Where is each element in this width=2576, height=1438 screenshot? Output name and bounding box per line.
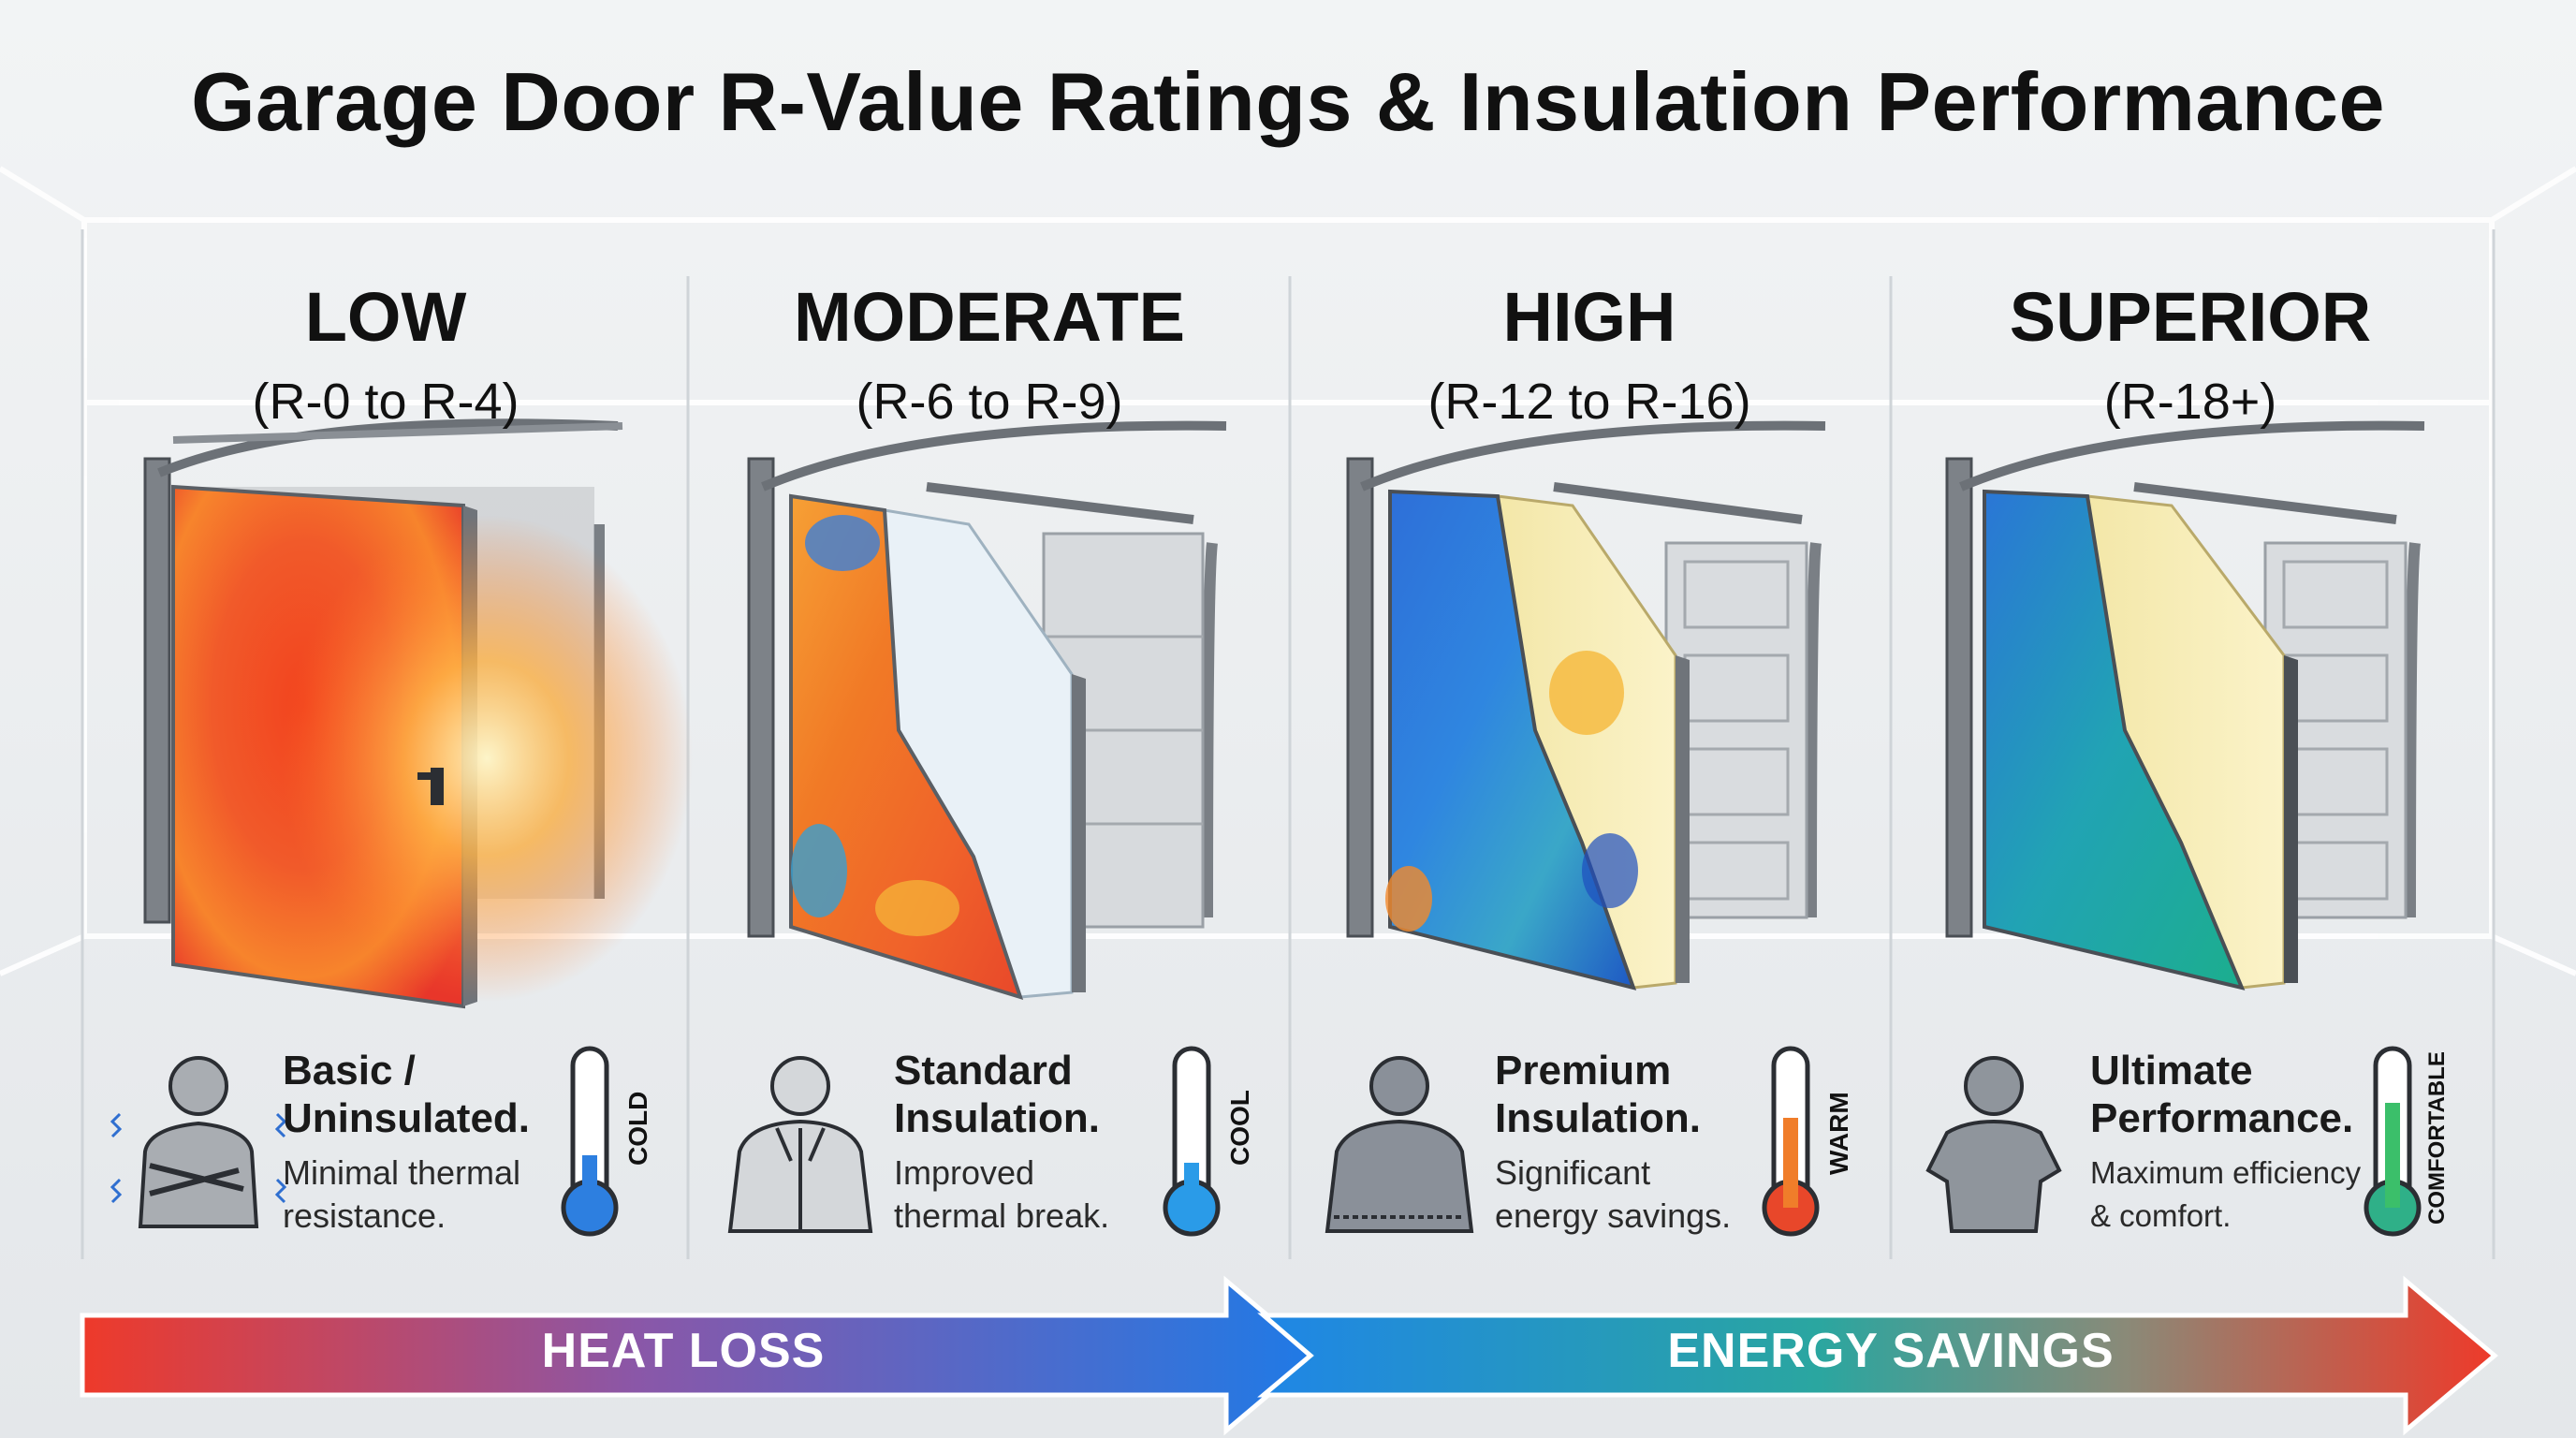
thermometer-warm-icon [1762,1046,1820,1237]
description-title-line2: Performance. [2090,1095,2354,1141]
column-level: HIGH [1502,278,1676,356]
thermometer-comfortable-icon [2364,1046,2422,1237]
column-high-header: HIGH (R-12 to R-16) [1290,278,1889,430]
column-range: (R-0 to R-4) [252,374,520,430]
energy-savings-arrow [1257,1275,2498,1436]
column-range: (R-18+) [2103,374,2277,430]
energy-savings-label: ENERGY SAVINGS [1667,1324,2115,1378]
moderate-door-panel [789,493,1024,1001]
column-level: MODERATE [794,278,1185,356]
thermometer-cool-icon [1163,1046,1221,1237]
person-sweater-icon [1325,1056,1474,1233]
column-low-description: Basic / Uninsulated. Minimal thermal res… [283,1047,592,1238]
thermometer-label: WARM [1824,1092,1853,1175]
person-jacket-icon [727,1056,873,1233]
heat-loss-label: HEAT LOSS [541,1324,826,1378]
description-line1: Minimal thermal [283,1153,521,1192]
heat-glow [281,515,693,1002]
description-title-line2: Insulation. [1495,1095,1701,1141]
description-text: Maximum efficiency & comfort. [2090,1152,2371,1238]
description-line1: Improved [894,1153,1035,1192]
low-door-illustration [143,418,693,1009]
high-door-illustration [1346,420,1826,990]
column-moderate-header: MODERATE (R-6 to R-9) [690,278,1289,430]
description-title-line2: Uninsulated. [283,1095,531,1141]
description-title-line1: Ultimate [2090,1048,2253,1093]
column-superior-description: Ultimate Performance. Maximum efficiency… [2090,1047,2371,1238]
person-shivering-icon [110,1056,287,1228]
description-line2: energy savings. [1495,1196,1732,1235]
description-line1: Significant [1495,1153,1651,1192]
column-high-description: Premium Insulation. Significant energy s… [1495,1047,1804,1238]
description-line2: thermal break. [894,1196,1110,1235]
moderate-door-illustration [747,420,1227,1001]
column-level: SUPERIOR [2009,278,2372,356]
page-title: Garage Door R-Value Ratings & Insulation… [191,55,2385,148]
description-title-line1: Basic / [283,1048,416,1093]
thermometer-label: COLD [623,1091,652,1166]
description-text: Significant energy savings. [1495,1152,1804,1238]
thermometer-cold-icon [561,1046,619,1237]
description-line2: & comfort. [2090,1198,2232,1233]
description-text: Minimal thermal resistance. [283,1152,592,1238]
column-range: (R-12 to R-16) [1427,374,1751,430]
superior-door-illustration [1945,420,2425,990]
column-superior-header: SUPERIOR (R-18+) [1891,278,2490,430]
thermometer-label: COMFORTABLE [2424,1051,2450,1225]
description-line2: resistance. [283,1196,446,1235]
high-door-panel [1388,489,1637,990]
thermometer-label: COOL [1225,1090,1254,1166]
column-moderate-description: Standard Insulation. Improved thermal br… [894,1047,1203,1238]
description-title-line1: Premium [1495,1048,1672,1093]
description-title-line1: Standard [894,1048,1073,1093]
person-tshirt-icon [1925,1056,2062,1233]
column-low-header: LOW (R-0 to R-4) [86,278,685,430]
column-level: LOW [304,278,467,356]
description-title-line2: Insulation. [894,1095,1100,1141]
superior-door-panel [1983,489,2246,990]
column-range: (R-6 to R-9) [856,374,1123,430]
description-text: Improved thermal break. [894,1152,1203,1238]
description-line1: Maximum efficiency [2090,1155,2362,1190]
